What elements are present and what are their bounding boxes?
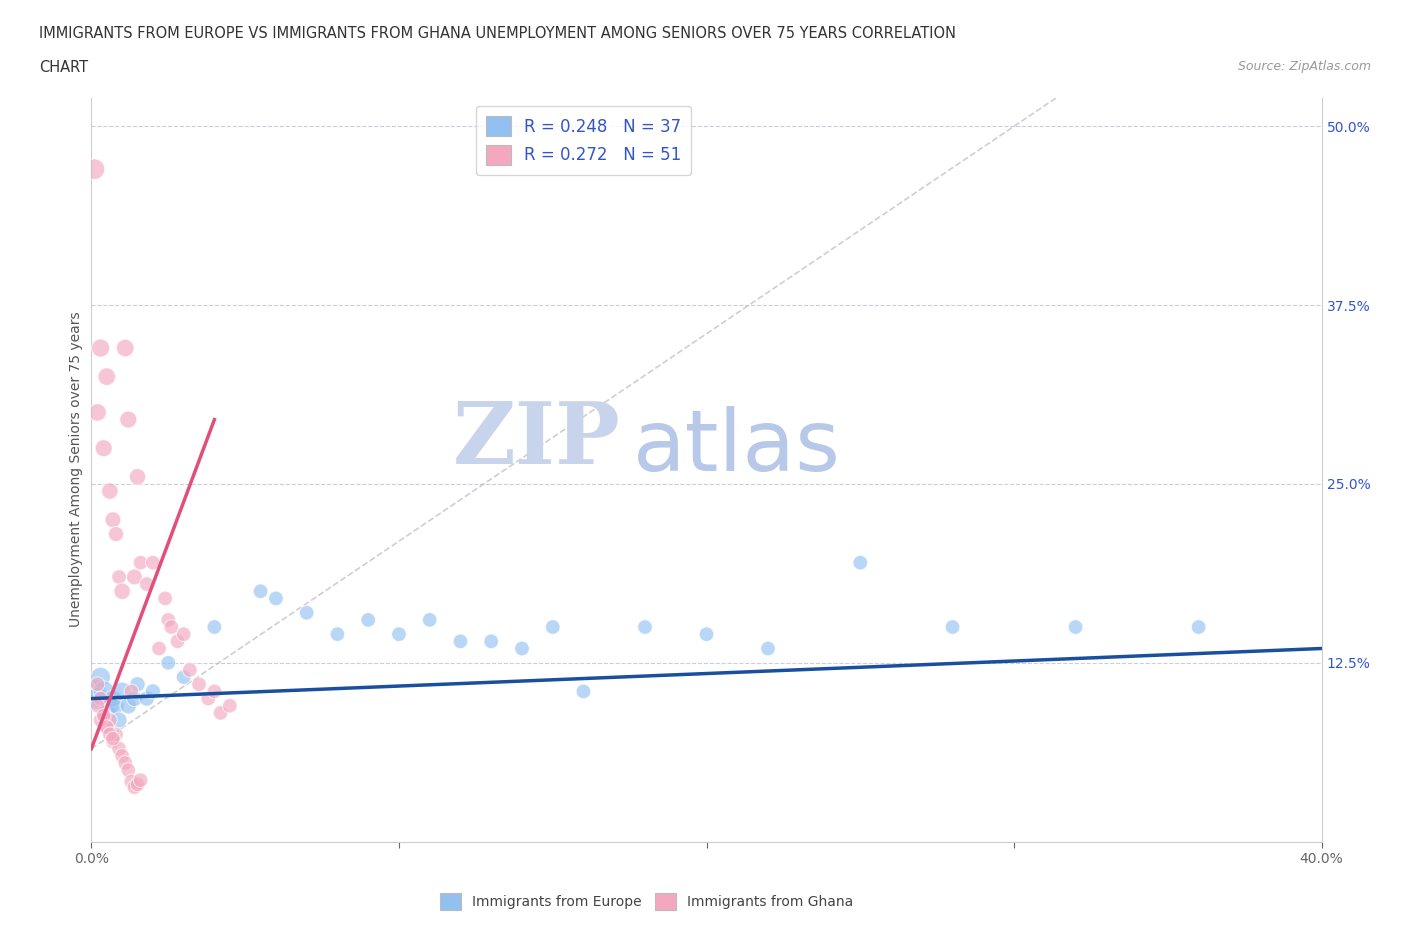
Point <box>86 698 108 713</box>
Point <box>120 684 142 698</box>
Point <box>114 755 136 770</box>
Point <box>357 613 380 628</box>
Point <box>108 741 131 756</box>
Y-axis label: Unemployment Among Seniors over 75 years: Unemployment Among Seniors over 75 years <box>69 312 83 628</box>
Point <box>1187 619 1209 634</box>
Point <box>326 627 349 642</box>
Point <box>127 470 149 485</box>
Point <box>98 484 121 498</box>
Point <box>105 698 127 713</box>
Point <box>93 441 115 456</box>
Point <box>96 720 118 735</box>
Point <box>90 691 112 706</box>
Legend: R = 0.248   N = 37, R = 0.272   N = 51: R = 0.248 N = 37, R = 0.272 N = 51 <box>475 106 692 175</box>
Point <box>572 684 595 698</box>
Point <box>160 619 183 634</box>
Text: CHART: CHART <box>39 60 89 75</box>
Point <box>127 677 149 692</box>
Point <box>101 512 124 527</box>
Point <box>202 684 225 698</box>
Point <box>135 691 157 706</box>
Point <box>96 706 118 721</box>
Point <box>173 627 195 642</box>
Point <box>756 641 779 656</box>
Point <box>135 577 157 591</box>
Point <box>101 731 124 746</box>
Point <box>96 720 118 735</box>
Point <box>117 412 139 427</box>
Point <box>90 712 112 727</box>
Point <box>93 684 115 698</box>
Point <box>86 691 108 706</box>
Point <box>129 773 152 788</box>
Point <box>101 734 124 749</box>
Point <box>124 691 146 706</box>
Point <box>388 627 411 642</box>
Point <box>111 749 134 764</box>
Text: IMMIGRANTS FROM EUROPE VS IMMIGRANTS FROM GHANA UNEMPLOYMENT AMONG SENIORS OVER : IMMIGRANTS FROM EUROPE VS IMMIGRANTS FRO… <box>39 26 956 41</box>
Point <box>83 684 105 698</box>
Point <box>202 619 225 634</box>
Point <box>96 369 118 384</box>
Point <box>479 634 502 649</box>
Text: atlas: atlas <box>633 405 841 489</box>
Point <box>98 712 121 727</box>
Point <box>153 591 177 605</box>
Point <box>111 684 134 698</box>
Text: Source: ZipAtlas.com: Source: ZipAtlas.com <box>1237 60 1371 73</box>
Point <box>129 555 152 570</box>
Point <box>634 619 657 634</box>
Point <box>117 763 139 777</box>
Point <box>101 691 124 706</box>
Point <box>179 662 201 677</box>
Point <box>90 340 112 355</box>
Point <box>188 677 211 692</box>
Point <box>105 526 127 541</box>
Point <box>86 677 108 692</box>
Point <box>157 613 180 628</box>
Point <box>105 727 127 742</box>
Point <box>90 670 112 684</box>
Point <box>93 706 115 721</box>
Point <box>696 627 718 642</box>
Point <box>157 656 180 671</box>
Point <box>86 405 108 419</box>
Point <box>942 619 965 634</box>
Point <box>449 634 471 649</box>
Text: ZIP: ZIP <box>453 398 620 482</box>
Point <box>541 619 564 634</box>
Point <box>148 641 170 656</box>
Point <box>124 569 146 584</box>
Point <box>849 555 872 570</box>
Point <box>93 709 115 724</box>
Point <box>166 634 188 649</box>
Point <box>419 613 441 628</box>
Point <box>249 584 271 599</box>
Legend: Immigrants from Europe, Immigrants from Ghana: Immigrants from Europe, Immigrants from … <box>434 887 859 916</box>
Point <box>117 698 139 713</box>
Point <box>127 777 149 791</box>
Point <box>295 605 318 620</box>
Point <box>108 569 131 584</box>
Point <box>142 555 165 570</box>
Point <box>510 641 533 656</box>
Point <box>197 691 219 706</box>
Point <box>264 591 287 605</box>
Point <box>83 162 105 177</box>
Point <box>98 727 121 742</box>
Point <box>114 340 136 355</box>
Point <box>1064 619 1087 634</box>
Point <box>108 712 131 727</box>
Point <box>124 780 146 795</box>
Point <box>120 774 142 789</box>
Point <box>218 698 240 713</box>
Point <box>173 670 195 684</box>
Point <box>209 706 232 721</box>
Point <box>142 684 165 698</box>
Point <box>98 698 121 713</box>
Point <box>111 584 134 599</box>
